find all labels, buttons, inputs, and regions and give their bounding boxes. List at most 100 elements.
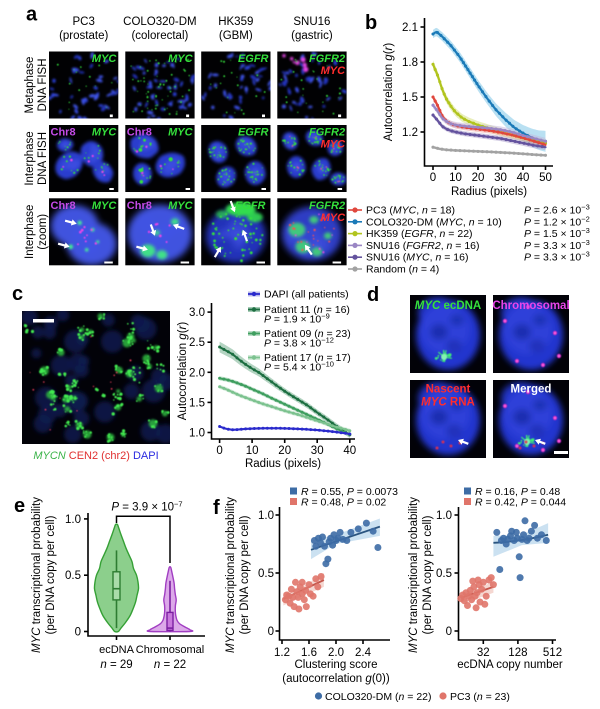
svg-text:MYC RNA: MYC RNA	[421, 397, 475, 409]
svg-text:2.0: 2.0	[189, 367, 205, 379]
svg-text:(autocorrelation g(0)): (autocorrelation g(0))	[282, 673, 390, 685]
svg-text:COLO320-DM: COLO320-DM	[123, 16, 197, 28]
svg-text:MYCN CEN2 (chr2) DAPI: MYCN CEN2 (chr2) DAPI	[33, 450, 158, 462]
svg-text:MYC transcriptional probabilit: MYC transcriptional probability	[31, 497, 43, 653]
svg-text:512: 512	[543, 647, 562, 659]
svg-text:0: 0	[75, 627, 81, 639]
svg-text:2.4: 2.4	[355, 647, 372, 659]
svg-text:FGFR2: FGFR2	[309, 53, 345, 65]
svg-text:MYC: MYC	[168, 53, 194, 65]
svg-text:1.8: 1.8	[402, 57, 418, 69]
svg-text:Interphase: Interphase	[24, 131, 36, 185]
svg-text:SNU16 (MYC, n = 16): SNU16 (MYC, n = 16)	[366, 252, 468, 264]
svg-text:MYC transcriptional probabilit: MYC transcriptional probability	[408, 497, 420, 653]
svg-text:ecDNA: ecDNA	[99, 644, 135, 656]
svg-text:n = 29: n = 29	[100, 659, 132, 671]
svg-text:ecDNA copy number: ecDNA copy number	[457, 659, 563, 671]
svg-text:20: 20	[472, 172, 485, 184]
svg-text:f: f	[213, 497, 220, 519]
svg-text:a: a	[26, 4, 38, 26]
svg-text:1.0: 1.0	[436, 510, 452, 522]
svg-text:MYC transcriptional probabilit: MYC transcriptional probability	[225, 497, 237, 653]
svg-text:SNU16: SNU16	[293, 16, 330, 28]
svg-text:1.2: 1.2	[402, 127, 418, 139]
svg-text:(per DNA copy per cell): (per DNA copy per cell)	[422, 515, 434, 634]
svg-text:DAPI (all patients): DAPI (all patients)	[264, 289, 349, 301]
svg-text:P = 5.4 × 10−10: P = 5.4 × 10−10	[264, 360, 334, 374]
svg-text:Patient 09 (n = 23): Patient 09 (n = 23)	[264, 328, 351, 340]
svg-text:Chr8: Chr8	[127, 127, 152, 139]
svg-text:P = 1.5 × 10−3: P = 1.5 × 10−3	[524, 226, 590, 240]
svg-text:MYC: MYC	[92, 53, 118, 65]
svg-text:1.0: 1.0	[258, 510, 274, 522]
svg-text:0.5: 0.5	[258, 568, 274, 580]
svg-text:MYC: MYC	[168, 127, 194, 139]
svg-text:FGFR2: FGFR2	[309, 127, 345, 139]
svg-text:Patient 17 (n = 17): Patient 17 (n = 17)	[264, 352, 351, 364]
svg-text:30: 30	[494, 172, 507, 184]
svg-text:(colorectal): (colorectal)	[131, 30, 188, 42]
svg-text:Chromosomal: Chromosomal	[492, 300, 569, 312]
svg-text:P = 3.8 × 10−12: P = 3.8 × 10−12	[264, 336, 334, 350]
svg-text:MYC: MYC	[168, 200, 194, 212]
svg-text:(per DNA copy per cell): (per DNA copy per cell)	[239, 515, 251, 634]
svg-text:(prostate): (prostate)	[59, 30, 108, 42]
svg-text:Chromosomal: Chromosomal	[136, 644, 204, 656]
svg-text:10: 10	[449, 172, 462, 184]
svg-text:P = 3.3 × 10−3: P = 3.3 × 10−3	[524, 238, 590, 252]
svg-text:MYC: MYC	[321, 212, 347, 224]
svg-text:1.2: 1.2	[274, 647, 290, 659]
svg-text:Merged: Merged	[511, 384, 552, 396]
svg-text:e: e	[14, 495, 25, 517]
svg-text:Metaphase: Metaphase	[24, 57, 36, 114]
svg-text:2.5: 2.5	[189, 337, 205, 349]
svg-text:MYC ecDNA: MYC ecDNA	[415, 300, 481, 312]
svg-text:1.0: 1.0	[65, 514, 81, 526]
svg-text:COLO320-DM (MYC, n = 10): COLO320-DM (MYC, n = 10)	[366, 216, 502, 228]
svg-text:b: b	[365, 12, 377, 34]
svg-text:Chr8: Chr8	[127, 200, 152, 212]
svg-text:2.1: 2.1	[402, 22, 418, 34]
svg-text:Interphase: Interphase	[24, 205, 36, 259]
svg-text:1.6: 1.6	[301, 647, 317, 659]
svg-text:COLO320-DM (n = 22): COLO320-DM (n = 22)	[325, 691, 432, 703]
svg-text:MYC: MYC	[321, 139, 347, 151]
svg-text:0: 0	[216, 445, 222, 457]
svg-text:Random (n = 4): Random (n = 4)	[366, 264, 439, 276]
svg-text:R = 0.16, P = 0.48: R = 0.16, P = 0.48	[475, 486, 560, 498]
svg-text:R = 0.42, P = 0.044: R = 0.42, P = 0.044	[475, 497, 566, 509]
svg-text:MYC: MYC	[321, 65, 347, 77]
svg-text:0.5: 0.5	[436, 568, 452, 580]
svg-text:3.0: 3.0	[189, 307, 205, 319]
svg-text:MYC: MYC	[92, 200, 118, 212]
svg-text:PC3: PC3	[73, 16, 95, 28]
svg-text:Patient 11 (n = 16): Patient 11 (n = 16)	[264, 304, 350, 316]
svg-text:P = 2.6 × 10−3: P = 2.6 × 10−3	[524, 203, 590, 217]
svg-text:0: 0	[268, 626, 274, 638]
svg-text:EGFR: EGFR	[238, 53, 269, 65]
svg-text:40: 40	[343, 445, 356, 457]
svg-text:50: 50	[539, 172, 552, 184]
svg-text:0.5: 0.5	[65, 570, 81, 582]
svg-text:32: 32	[477, 647, 490, 659]
svg-text:P = 3.9 × 10−7: P = 3.9 × 10−7	[111, 500, 182, 514]
svg-text:(per DNA copy per cell): (per DNA copy per cell)	[45, 515, 57, 634]
svg-text:1.5: 1.5	[402, 92, 418, 104]
svg-text:PC3 (MYC, n = 18): PC3 (MYC, n = 18)	[366, 205, 455, 217]
svg-text:1.0: 1.0	[189, 428, 205, 440]
svg-text:P = 3.3 × 10−3: P = 3.3 × 10−3	[524, 250, 590, 264]
svg-text:20: 20	[278, 445, 291, 457]
svg-text:PC3 (n = 23): PC3 (n = 23)	[450, 691, 510, 703]
svg-text:(zoom): (zoom)	[37, 214, 49, 250]
svg-text:0: 0	[446, 626, 452, 638]
svg-text:30: 30	[311, 445, 324, 457]
svg-text:0: 0	[430, 172, 436, 184]
svg-text:FGFR2: FGFR2	[309, 200, 345, 212]
svg-text:HK359 (EGFR, n = 22): HK359 (EGFR, n = 22)	[366, 228, 473, 240]
svg-text:(GBM): (GBM)	[219, 30, 253, 42]
svg-text:Autocorrelation g(r): Autocorrelation g(r)	[177, 322, 189, 421]
svg-text:2.0: 2.0	[328, 647, 344, 659]
svg-text:DNA FISH: DNA FISH	[37, 132, 49, 185]
svg-text:1.5: 1.5	[189, 397, 205, 409]
svg-text:Radius (pixels): Radius (pixels)	[245, 458, 321, 470]
